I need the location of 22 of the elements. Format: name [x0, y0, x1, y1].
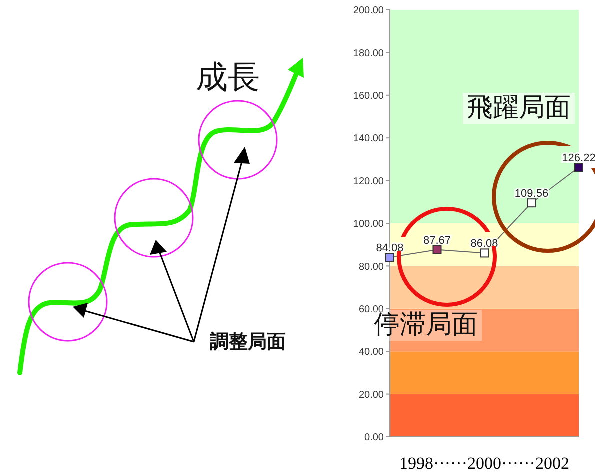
point [480, 248, 489, 258]
x-axis-title: 1998······2000······2002 [400, 454, 570, 473]
text: 成長 [196, 58, 260, 96]
point [386, 252, 394, 262]
y-tick-label: 100.00 [353, 219, 384, 230]
y-tick-label: 120.00 [353, 176, 384, 188]
y-tick-label: 180.00 [353, 48, 384, 60]
y-tick-label: 0.00 [364, 432, 384, 444]
text: 調整局面 [210, 331, 286, 354]
point [432, 245, 442, 254]
y-tick-label: 80.00 [358, 262, 384, 273]
data-label: 126.22 [562, 152, 595, 165]
y-tick-label: 40.00 [358, 347, 384, 358]
point [527, 198, 536, 208]
point [574, 163, 584, 172]
y-tick-label: 160.00 [353, 90, 384, 102]
annotation: 飛躍局面 [463, 93, 575, 124]
data-label: 84.08 [376, 242, 404, 254]
y-tick-label: 140.00 [353, 134, 384, 145]
data-label: 87.67 [423, 234, 452, 247]
y-tick-label: 200.00 [353, 6, 384, 17]
y-tick-label: 20.00 [358, 390, 384, 401]
